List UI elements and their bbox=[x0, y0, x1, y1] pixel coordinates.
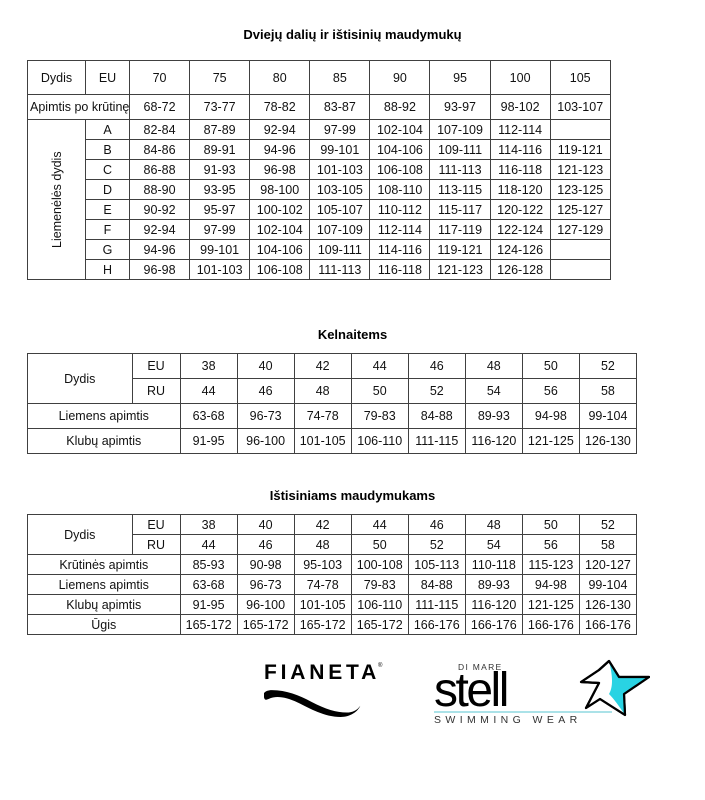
svg-text:SWIMMING WEAR: SWIMMING WEAR bbox=[434, 714, 582, 724]
svg-text:®: ® bbox=[378, 662, 383, 669]
svg-text:FIANETA: FIANETA bbox=[264, 661, 380, 684]
svg-text:DI MARE: DI MARE bbox=[458, 662, 503, 672]
